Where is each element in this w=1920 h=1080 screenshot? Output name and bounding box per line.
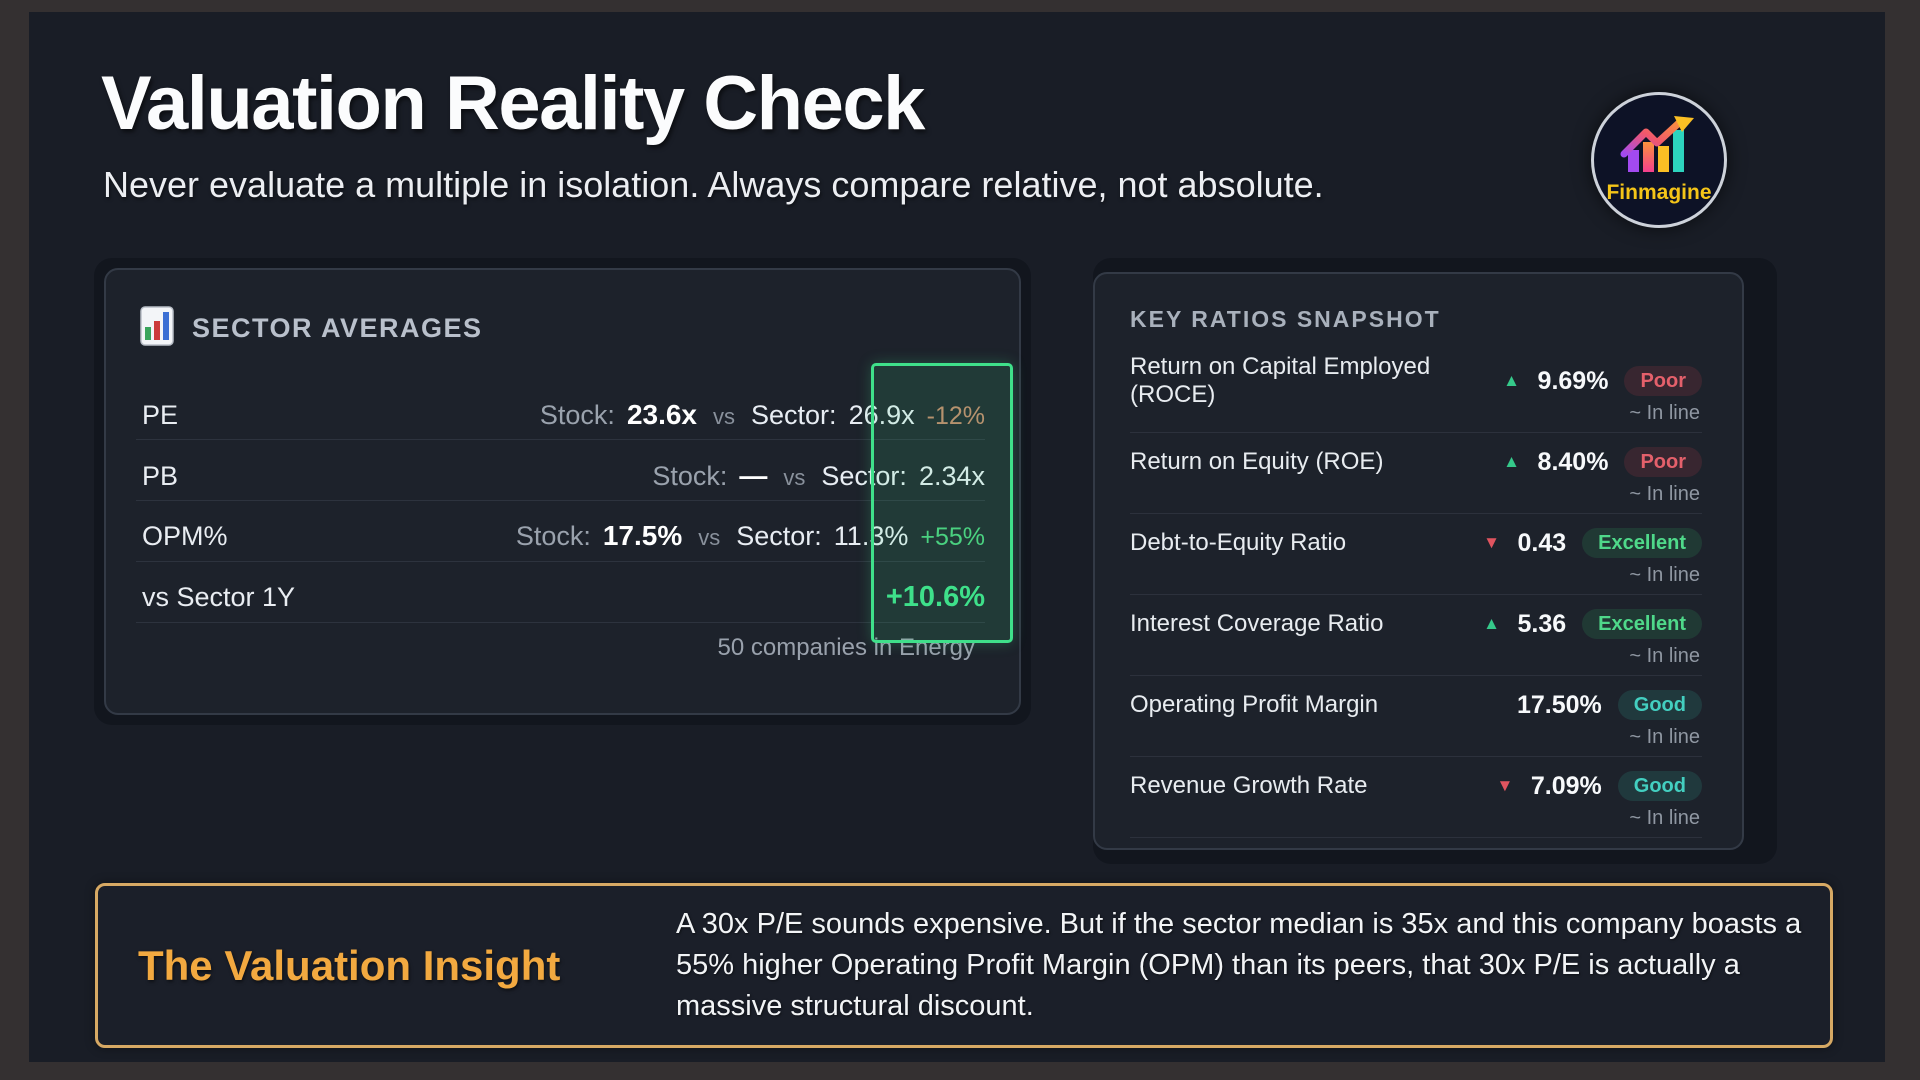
metric-label: OPM% (142, 520, 228, 551)
sector-averages-title: SECTOR AVERAGES (192, 313, 483, 343)
vs-label: vs (698, 525, 721, 550)
sector-row-pb: PB Stock: — vs Sector: 2.34x (142, 457, 985, 495)
ratio-value: 5.36 (1517, 609, 1567, 638)
arrow-down-icon: ▼ (1496, 776, 1514, 795)
sector-footnote: 50 companies in Energy (717, 634, 975, 661)
divider (136, 439, 985, 440)
ratio-label: Return on Capital Employed (ROCE) (1130, 353, 1431, 408)
sector-value: 2.34x (918, 461, 985, 491)
ratio-row-roe: Return on Equity (ROE) ▲ 8.40% Poor ~ In… (1130, 433, 1702, 514)
insight-title: The Valuation Insight (138, 941, 561, 989)
finmagine-logo: Finmagine (1591, 92, 1727, 228)
delta-value: +10.6% (885, 580, 985, 613)
stock-prefix: Stock: (515, 521, 591, 551)
ratio-row-opm: Operating Profit Margin 17.50% Good ~ In… (1130, 676, 1702, 757)
inline-note: ~ In line (1629, 402, 1700, 424)
bar-chart-icon (140, 306, 174, 351)
stock-prefix: Stock: (652, 461, 728, 491)
ratio-row-roce: Return on Capital Employed (ROCE) ▲ 9.69… (1130, 352, 1702, 433)
delta-value: +55% (920, 523, 985, 551)
stock-value: — (739, 460, 768, 491)
insight-text: A 30x P/E sounds expensive. But if the s… (676, 907, 1802, 1023)
valuation-insight-callout: The Valuation Insight A 30x P/E sounds e… (95, 883, 1833, 1048)
metric-values: +10.6% (886, 581, 985, 614)
sector-row-opm: OPM% Stock: 17.5% vs Sector: 11.3% +55% (142, 517, 985, 555)
sector-prefix: Sector: (821, 461, 907, 491)
inline-note: ~ In line (1629, 564, 1700, 586)
sector-averages-header: SECTOR AVERAGES (140, 306, 483, 351)
ratio-label: Interest Coverage Ratio (1130, 610, 1384, 637)
divider (136, 622, 985, 623)
ratio-label: Operating Profit Margin (1130, 691, 1379, 718)
status-badge: Poor (1624, 447, 1702, 477)
logo-wordmark: Finmagine (1606, 180, 1712, 204)
vs-label: vs (713, 404, 736, 429)
ratio-value: 0.43 (1517, 528, 1567, 557)
arrow-up-icon: ▲ (1503, 452, 1520, 471)
key-ratios-card: KEY RATIOS SNAPSHOT Return on Capital Em… (1093, 272, 1744, 850)
ratio-label: Revenue Growth Rate (1130, 772, 1368, 799)
inline-note: ~ In line (1629, 645, 1700, 667)
divider (136, 500, 985, 501)
key-ratios-title: KEY RATIOS SNAPSHOT (1130, 306, 1441, 332)
metric-label: PE (142, 399, 179, 430)
status-badge: Poor (1624, 366, 1702, 396)
metric-label: vs Sector 1Y (142, 581, 296, 612)
page-title: Valuation Reality Check (101, 61, 925, 146)
divider (136, 561, 985, 562)
arrow-up-icon: ▲ (1483, 614, 1500, 633)
status-badge: Good (1617, 771, 1702, 801)
inline-note: ~ In line (1629, 483, 1700, 505)
sector-prefix: Sector: (736, 521, 822, 551)
vs-label: vs (783, 465, 806, 490)
inline-note: ~ In line (1629, 807, 1700, 829)
key-ratios-rows: Return on Capital Employed (ROCE) ▲ 9.69… (1095, 352, 1742, 838)
delta-value: -12% (926, 402, 985, 430)
ratio-label: Return on Equity (ROE) (1130, 448, 1384, 475)
sector-averages-panel: SECTOR AVERAGES PE Stock: 23.6x vs Secto… (94, 258, 1031, 725)
ratio-row-interest-coverage: Interest Coverage Ratio ▲ 5.36 Excellent… (1130, 595, 1702, 676)
ratio-label: Debt-to-Equity Ratio (1130, 529, 1347, 556)
metric-values: Stock: 23.6x vs Sector: 26.9x -12% (540, 399, 985, 431)
status-badge: Excellent (1582, 609, 1702, 639)
sector-value: 11.3% (833, 521, 909, 551)
metric-values: Stock: — vs Sector: 2.34x (652, 460, 985, 492)
growth-chart-icon (1620, 115, 1698, 179)
stock-prefix: Stock: (539, 400, 615, 430)
slide: Valuation Reality Check Never evaluate a… (29, 12, 1885, 1062)
ratio-row-debt-equity: Debt-to-Equity Ratio ▼ 0.43 Excellent ~ … (1130, 514, 1702, 595)
ratio-row-revenue-growth: Revenue Growth Rate ▼ 7.09% Good ~ In li… (1130, 757, 1702, 838)
page-subtitle: Never evaluate a multiple in isolation. … (103, 164, 1324, 205)
ratio-value: 17.50% (1516, 690, 1602, 719)
sector-averages-card: SECTOR AVERAGES PE Stock: 23.6x vs Secto… (104, 268, 1021, 715)
sector-value: 26.9x (848, 400, 915, 430)
key-ratios-panel: KEY RATIOS SNAPSHOT Return on Capital Em… (1093, 258, 1777, 864)
sector-row-pe: PE Stock: 23.6x vs Sector: 26.9x -12% (142, 396, 985, 434)
status-badge: Excellent (1582, 528, 1702, 558)
ratio-value: 8.40% (1537, 447, 1609, 476)
stock-value: 23.6x (626, 399, 698, 430)
arrow-up-icon: ▲ (1503, 371, 1520, 390)
arrow-down-icon: ▼ (1483, 533, 1500, 552)
sector-row-1y: vs Sector 1Y +10.6% (142, 578, 985, 616)
metric-label: PB (142, 460, 179, 491)
status-badge: Good (1617, 690, 1702, 720)
ratio-value: 9.69% (1537, 366, 1609, 395)
sector-prefix: Sector: (751, 400, 837, 430)
metric-values: Stock: 17.5% vs Sector: 11.3% +55% (516, 520, 985, 552)
inline-note: ~ In line (1629, 726, 1700, 748)
stock-value: 17.5% (602, 520, 683, 551)
ratio-value: 7.09% (1530, 771, 1602, 800)
